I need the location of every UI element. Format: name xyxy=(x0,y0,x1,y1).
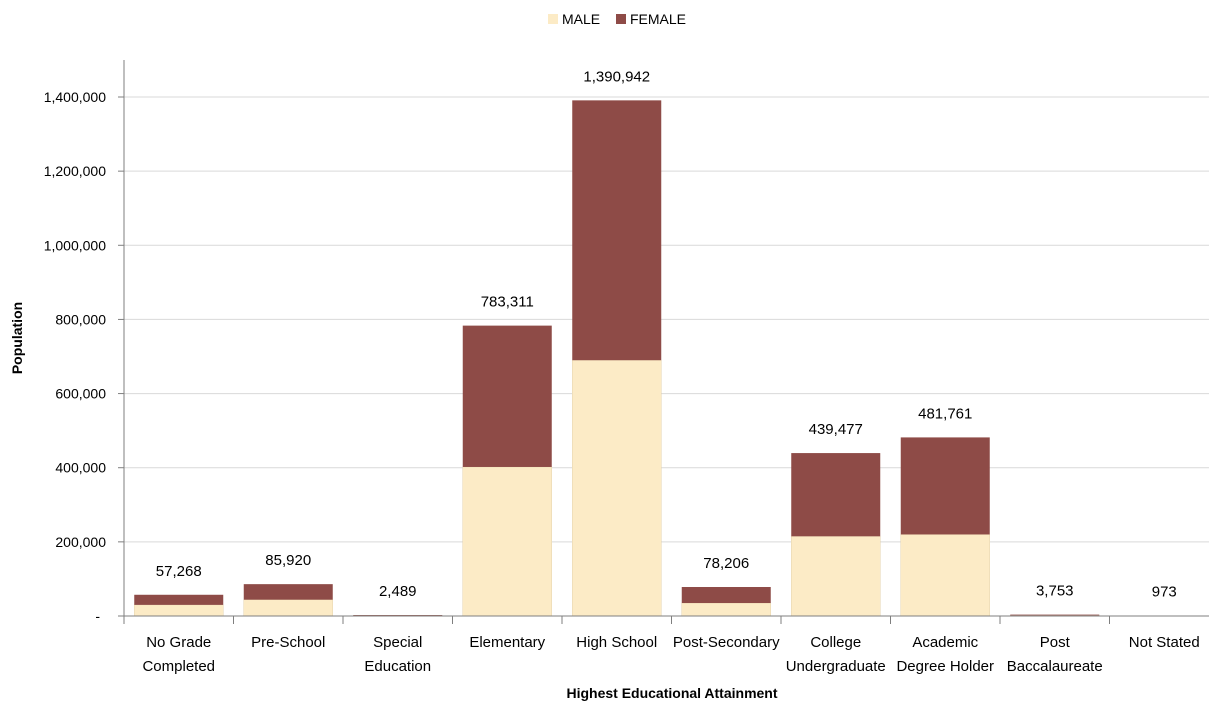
total-data-label: 783,311 xyxy=(481,294,534,311)
bar-female xyxy=(134,594,224,605)
bar-female xyxy=(1010,614,1100,616)
total-data-label: 85,920 xyxy=(265,552,311,569)
bar-male xyxy=(462,466,552,617)
x-tick-label: Undergraduate xyxy=(786,658,886,675)
legend-label: MALE xyxy=(562,11,600,27)
x-tick-label: High School xyxy=(576,634,657,651)
bar-male xyxy=(134,604,224,617)
total-data-label: 439,477 xyxy=(809,421,863,438)
y-axis-title: Population xyxy=(9,302,25,374)
total-data-label: 3,753 xyxy=(1036,583,1074,600)
axes xyxy=(118,60,1209,624)
total-data-label: 78,206 xyxy=(703,555,749,572)
x-tick-label: Education xyxy=(364,658,431,675)
bar-male xyxy=(572,359,662,617)
x-tick-label: Post xyxy=(1040,634,1071,651)
bar-female xyxy=(791,453,881,537)
y-tick-label: 400,000 xyxy=(55,460,106,476)
x-tick-label: Academic xyxy=(912,634,978,651)
legend: MALE FEMALE xyxy=(548,11,686,27)
x-tick-label: No Grade xyxy=(146,634,211,651)
y-tick-label: 1,200,000 xyxy=(44,163,106,179)
total-data-label: 973 xyxy=(1152,584,1177,601)
x-tick-label: College xyxy=(810,634,861,651)
bars xyxy=(134,100,1209,617)
y-tick-label: 200,000 xyxy=(55,534,106,550)
y-tick-label: 1,000,000 xyxy=(44,237,106,253)
y-tick-label: - xyxy=(95,608,100,624)
bar-female xyxy=(572,100,662,361)
x-tick-label: Special xyxy=(373,634,422,651)
bar-male xyxy=(243,599,333,617)
legend-label: FEMALE xyxy=(630,11,686,27)
x-tick-label: Elementary xyxy=(469,634,545,651)
gridlines xyxy=(124,96,1209,543)
bar-female xyxy=(243,584,333,600)
bar-female xyxy=(681,587,771,604)
legend-swatch xyxy=(548,14,558,24)
bar-male xyxy=(681,602,771,617)
x-tick-label: Completed xyxy=(142,658,215,675)
legend-swatch xyxy=(616,14,626,24)
total-data-label: 481,761 xyxy=(918,405,972,422)
total-data-label: 1,390,942 xyxy=(583,68,650,85)
bar-male xyxy=(900,534,990,617)
x-axis-title: Highest Educational Attainment xyxy=(566,685,777,701)
bar-female xyxy=(900,437,990,535)
y-tick-label: 800,000 xyxy=(55,311,106,327)
bar-female xyxy=(462,325,552,467)
total-data-label: 57,268 xyxy=(156,563,202,580)
x-tick-label: Degree Holder xyxy=(896,658,994,675)
y-tick-label: 600,000 xyxy=(55,386,106,402)
x-tick-label: Baccalaureate xyxy=(1007,658,1103,675)
x-tick-label: Pre-School xyxy=(251,634,325,651)
bar-male xyxy=(791,536,881,617)
total-data-label: 2,489 xyxy=(379,583,417,600)
x-tick-label: Not Stated xyxy=(1129,634,1200,651)
x-tick-label: Post-Secondary xyxy=(673,634,780,651)
y-tick-label: 1,400,000 xyxy=(44,89,106,105)
labels: - 200,000 400,000 600,000 800,000 1,000,000 1,… xyxy=(44,68,1200,675)
